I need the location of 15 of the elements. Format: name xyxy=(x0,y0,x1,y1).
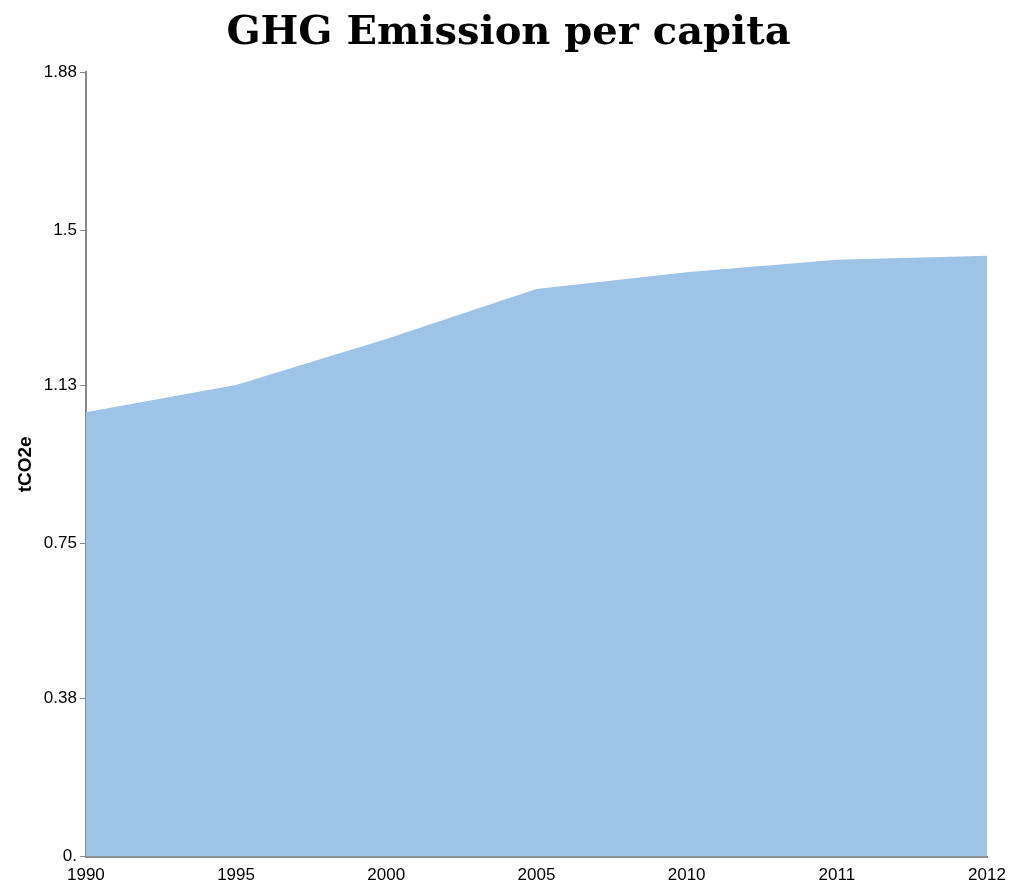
x-tick-label: 1990 xyxy=(66,865,105,885)
y-tick-label: 0.75 xyxy=(43,533,77,553)
x-tick-label: 2005 xyxy=(517,865,556,885)
x-tick-label: 1995 xyxy=(217,865,255,885)
x-tick-label: 2011 xyxy=(818,865,856,885)
y-tick-label: 1.5 xyxy=(53,220,77,240)
y-tick-label: 1.13 xyxy=(43,374,77,394)
y-axis-title: tCO2e xyxy=(13,436,35,493)
y-tick-label: 0. xyxy=(62,846,77,866)
x-tick-label: 2000 xyxy=(367,865,406,885)
y-tick-label: 1.88 xyxy=(43,61,77,81)
y-tick-label: 0.38 xyxy=(43,687,77,707)
chart-title: GHG Emission per capita xyxy=(225,6,792,53)
x-tick-label: 2010 xyxy=(667,865,706,885)
x-tick-label: 2012 xyxy=(968,865,1006,885)
